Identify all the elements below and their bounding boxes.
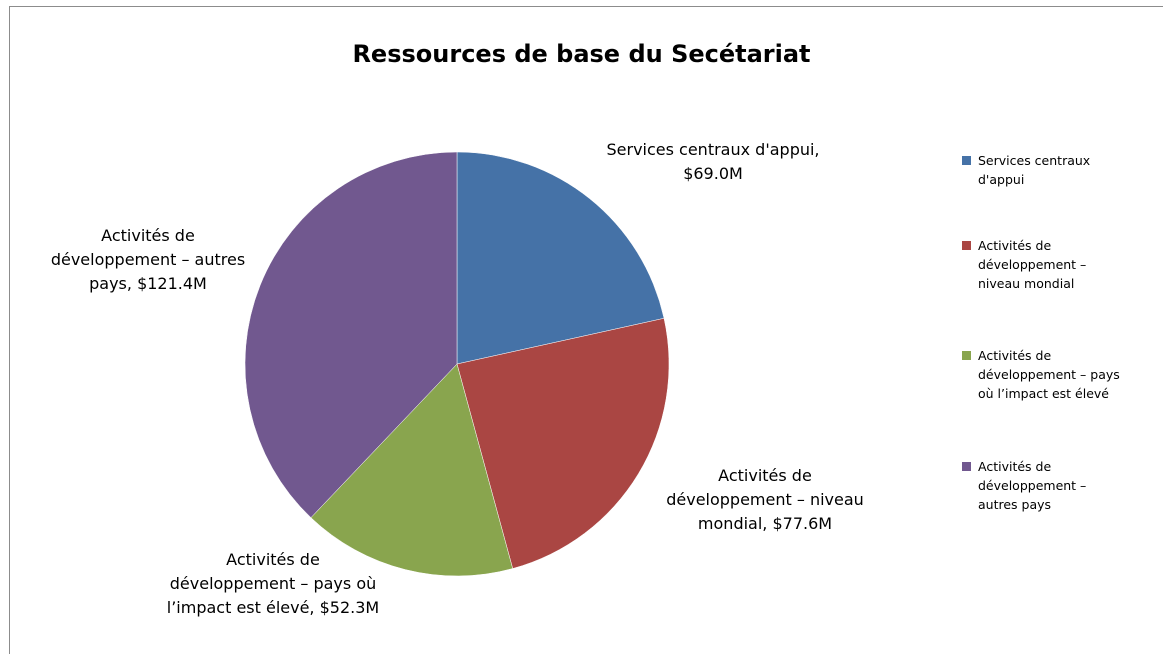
legend-swatch xyxy=(962,156,971,165)
data-label: Activités de développement – pays où l’i… xyxy=(166,550,380,617)
pie-slice xyxy=(456,318,670,569)
legend-item: Activités de développement – niveau mond… xyxy=(962,236,1122,293)
data-label: Services centraux d'appui, $69.0M xyxy=(606,140,820,183)
legend-item: Activités de développement – pays où l’i… xyxy=(962,346,1122,403)
legend-item: Services centraux d'appui xyxy=(962,151,1122,189)
legend-item: Activités de développement – autres pays xyxy=(962,457,1122,514)
data-label: Activités de développement – niveau mond… xyxy=(666,466,864,533)
data-label: Activités de développement – autres pays… xyxy=(50,226,246,293)
legend-label: Services centraux d'appui xyxy=(978,153,1091,187)
legend-label: Activités de développement – niveau mond… xyxy=(978,238,1087,291)
legend-label: Activités de développement – autres pays xyxy=(978,459,1087,512)
legend-swatch xyxy=(962,241,971,250)
pie-slice xyxy=(244,151,458,518)
legend-swatch xyxy=(962,462,971,471)
legend-label: Activités de développement – pays où l’i… xyxy=(978,348,1120,401)
pie-slice xyxy=(456,151,665,365)
chart-border xyxy=(9,6,1163,654)
legend-swatch xyxy=(962,351,971,360)
chart-title: Ressources de base du Secétariat xyxy=(352,40,811,68)
pie-slice xyxy=(310,363,513,577)
